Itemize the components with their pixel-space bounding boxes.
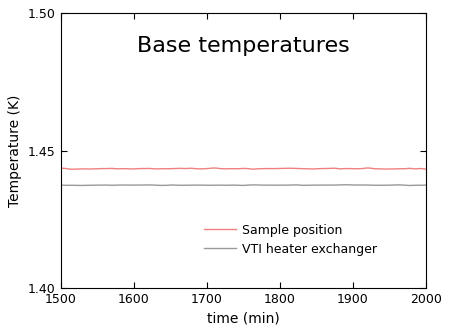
- VTI heater exchanger: [358, 183, 363, 187]
- Sample position: [233, 167, 238, 171]
- VTI heater exchanger: [275, 183, 281, 187]
- Sample position: [359, 167, 364, 171]
- Sample position: [69, 167, 74, 171]
- Y-axis label: Temperature (K): Temperature (K): [9, 95, 22, 207]
- VTI heater exchanger: [256, 183, 261, 187]
- Sample position: [423, 167, 428, 171]
- Sample position: [58, 166, 63, 170]
- Sample position: [257, 167, 262, 171]
- VTI heater exchanger: [234, 183, 239, 187]
- VTI heater exchanger: [416, 183, 421, 187]
- VTI heater exchanger: [231, 183, 237, 187]
- VTI heater exchanger: [58, 183, 63, 187]
- Sample position: [277, 166, 282, 170]
- Line: Sample position: Sample position: [61, 168, 426, 169]
- Legend: Sample position, VTI heater exchanger: Sample position, VTI heater exchanger: [199, 218, 382, 261]
- VTI heater exchanger: [406, 183, 412, 187]
- Text: Base temperatures: Base temperatures: [137, 36, 350, 56]
- VTI heater exchanger: [343, 183, 349, 187]
- Sample position: [416, 167, 421, 171]
- Sample position: [212, 166, 217, 170]
- Sample position: [235, 167, 240, 171]
- VTI heater exchanger: [423, 183, 428, 187]
- X-axis label: time (min): time (min): [207, 312, 279, 326]
